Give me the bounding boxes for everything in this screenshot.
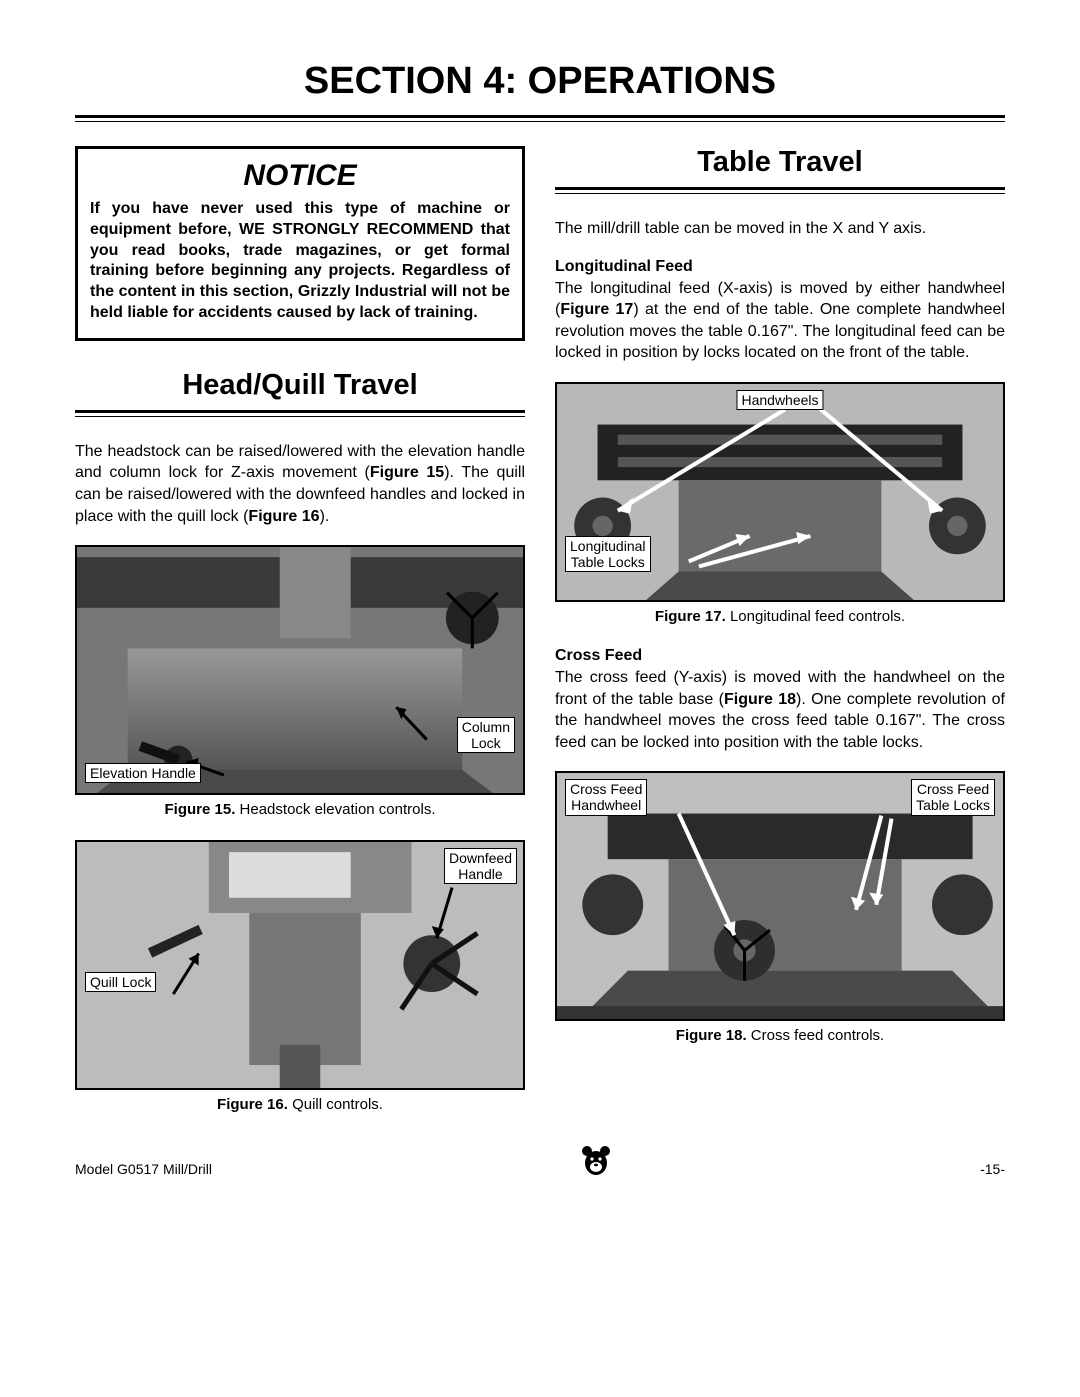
figure-15: Column Lock Elevation Handle [75, 545, 525, 795]
figure-18: Cross Feed Handwheel Cross Feed Table Lo… [555, 771, 1005, 1021]
rule [555, 187, 1005, 190]
callout-cross-feed-handwheel: Cross Feed Handwheel [565, 779, 647, 815]
notice-title: NOTICE [90, 159, 510, 193]
head-quill-paragraph: The headstock can be raised/lowered with… [75, 441, 525, 527]
callout-longitudinal-locks: Longitudinal Table Locks [565, 536, 651, 572]
page-footer: Model G0517 Mill/Drill -15- [75, 1143, 1005, 1177]
longitudinal-feed-heading: Longitudinal Feed [555, 258, 1005, 276]
callout-cross-feed-locks: Cross Feed Table Locks [911, 779, 995, 815]
caption-text: Quill controls. [288, 1096, 383, 1113]
footer-model: Model G0517 Mill/Drill [75, 1161, 212, 1177]
figure-17: Handwheels Longitudinal Table Locks [555, 382, 1005, 602]
callout-column-lock: Column Lock [457, 717, 515, 753]
longitudinal-feed-body: The longitudinal feed (X-axis) is moved … [555, 278, 1005, 364]
title-rule-thick [75, 115, 1005, 118]
caption-text: Cross feed controls. [747, 1027, 885, 1044]
footer-page: -15- [980, 1161, 1005, 1177]
caption-num: Figure 16. [217, 1096, 288, 1113]
figure-16-caption: Figure 16. Quill controls. [75, 1096, 525, 1113]
caption-text: Headstock elevation controls. [235, 801, 435, 818]
callout-handwheels: Handwheels [736, 390, 823, 410]
rule [75, 410, 525, 413]
fig-ref: Figure 16 [248, 508, 319, 525]
table-travel-intro: The mill/drill table can be moved in the… [555, 218, 1005, 240]
head-quill-heading: Head/Quill Travel [75, 369, 525, 402]
table-travel-heading: Table Travel [555, 146, 1005, 179]
two-column-layout: NOTICE If you have never used this type … [75, 146, 1005, 1113]
figure-15-image [77, 547, 523, 795]
caption-num: Figure 18. [676, 1027, 747, 1044]
fig-ref: Figure 18 [724, 691, 796, 708]
section-title: SECTION 4: OPERATIONS [75, 60, 1005, 103]
rule [555, 193, 1005, 194]
callout-elevation-handle: Elevation Handle [85, 763, 201, 783]
text: ). [320, 508, 330, 525]
title-rule-thin [75, 121, 1005, 122]
figure-17-caption: Figure 17. Longitudinal feed controls. [555, 608, 1005, 625]
caption-text: Longitudinal feed controls. [726, 608, 905, 625]
figure-16: Downfeed Handle Quill Lock [75, 840, 525, 1090]
notice-body: If you have never used this type of mach… [90, 199, 510, 324]
callout-quill-lock: Quill Lock [85, 972, 156, 992]
rule [75, 416, 525, 417]
cross-feed-heading: Cross Feed [555, 647, 1005, 665]
bear-logo-icon [580, 1143, 612, 1177]
left-column: NOTICE If you have never used this type … [75, 146, 525, 1113]
caption-num: Figure 15. [165, 801, 236, 818]
cross-feed-body: The cross feed (Y-axis) is moved with th… [555, 667, 1005, 753]
callout-downfeed-handle: Downfeed Handle [444, 848, 517, 884]
figure-18-caption: Figure 18. Cross feed controls. [555, 1027, 1005, 1044]
figure-15-caption: Figure 15. Headstock elevation controls. [75, 801, 525, 818]
notice-box: NOTICE If you have never used this type … [75, 146, 525, 341]
fig-ref: Figure 17 [560, 301, 633, 318]
fig-ref: Figure 15 [370, 464, 444, 481]
caption-num: Figure 17. [655, 608, 726, 625]
right-column: Table Travel The mill/drill table can be… [555, 146, 1005, 1113]
